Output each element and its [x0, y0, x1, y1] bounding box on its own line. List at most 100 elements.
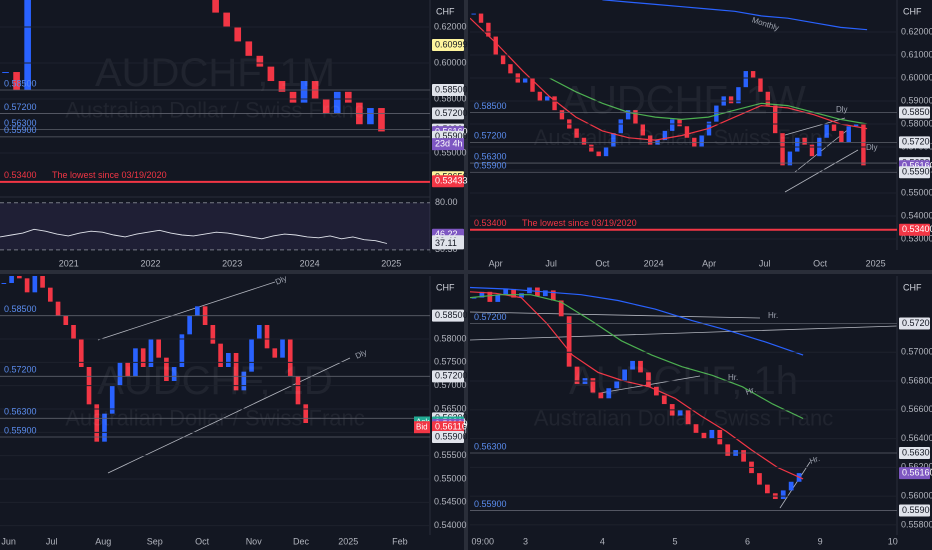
candle	[32, 276, 38, 293]
candle	[2, 72, 9, 74]
candle	[140, 348, 146, 367]
x-tick-label: Feb	[392, 536, 408, 546]
candle	[195, 306, 200, 316]
level-label: 0.57200	[474, 131, 507, 141]
candle	[264, 325, 270, 349]
price-tag	[899, 223, 930, 236]
price-tag-label: 0.56160	[902, 161, 932, 171]
candle	[574, 128, 579, 138]
trend-line	[784, 149, 859, 193]
candle	[662, 130, 668, 141]
level-label: 0.55900	[4, 425, 37, 435]
y-tick-label: 0.53000	[901, 233, 932, 243]
price-tag-label: 37.11	[435, 238, 457, 248]
rsi-line	[0, 228, 388, 244]
level-label: 0.57200	[474, 312, 507, 322]
candle	[603, 146, 609, 157]
candle	[831, 123, 837, 131]
moving-average	[470, 17, 868, 141]
countdown-label: 23d 4h	[435, 139, 463, 149]
price-tag	[432, 107, 464, 120]
currency-label: CHF	[436, 282, 455, 292]
candle	[47, 287, 53, 302]
x-tick-label: 2025	[381, 258, 401, 268]
price-tag-label: 0.57200	[435, 108, 468, 118]
candle	[1, 283, 7, 284]
y-tick-label: 0.61000	[901, 49, 932, 59]
candle	[530, 77, 535, 92]
y-tick-label: 0.57500	[434, 357, 467, 367]
candle	[486, 22, 491, 37]
candle	[471, 13, 476, 15]
x-tick-label: 3	[523, 536, 528, 546]
candle	[780, 490, 786, 500]
candle	[233, 353, 239, 391]
x-tick-label: Oct	[813, 258, 828, 268]
candle	[795, 137, 800, 152]
price-tag	[899, 317, 930, 330]
moving-average	[470, 291, 804, 480]
annotation: Hr.	[744, 385, 757, 397]
level-label: 0.56300	[4, 118, 37, 128]
candle	[522, 77, 528, 83]
price-tag-label: 0.57200	[902, 137, 932, 147]
level-note: The lowest since 03/19/2020	[52, 170, 167, 180]
candle	[717, 429, 723, 445]
x-tick-label: 2024	[644, 258, 664, 268]
price-tag-label: 0.55900	[435, 131, 468, 141]
y-tick-label: 0.57000	[434, 380, 467, 390]
trend-line	[97, 281, 276, 341]
candle	[743, 71, 748, 88]
candle	[78, 339, 84, 367]
y-tick-label: 0.54000	[434, 520, 467, 530]
candle	[542, 290, 548, 297]
candle	[787, 151, 793, 166]
price-tag-label: 0.60999	[435, 39, 468, 49]
candle	[638, 360, 643, 373]
level-label: 0.58500	[4, 78, 37, 88]
level-label: 0.58500	[4, 304, 37, 314]
candle	[278, 81, 286, 92]
level-label: 0.56300	[474, 441, 507, 451]
x-tick-label: 5	[672, 536, 677, 546]
candle	[210, 325, 216, 344]
price-tag	[899, 446, 930, 459]
currency-label: CHF	[903, 6, 922, 16]
y-tick-label: 0.62000	[434, 21, 467, 31]
candle	[333, 91, 341, 114]
candle	[846, 126, 851, 143]
candle	[684, 126, 690, 138]
candle	[699, 135, 704, 147]
x-tick-label: Jul	[46, 536, 58, 546]
candle	[736, 87, 741, 104]
candle	[853, 123, 859, 127]
watermark-subtitle: Australian Dollar / Swiss Franc	[534, 405, 834, 430]
trend-line	[784, 117, 846, 136]
candle	[772, 105, 778, 134]
candle	[179, 334, 185, 367]
candle	[633, 110, 638, 124]
price-tag	[899, 166, 930, 179]
y-tick-label: 0.56500	[434, 403, 467, 413]
y-tick-label: 0.56400	[901, 433, 932, 443]
candle	[471, 297, 477, 299]
candle	[590, 378, 596, 393]
candle	[241, 371, 247, 391]
candle	[640, 123, 646, 136]
y-tick-label: 0.55500	[434, 450, 467, 460]
candle	[117, 362, 123, 386]
rsi-level-label: 80.00	[435, 197, 458, 207]
level-label: 0.53400	[474, 218, 507, 228]
y-tick-label: 0.56200	[901, 462, 932, 472]
price-tag-label: 0.58500	[435, 310, 468, 320]
rsi-band	[0, 202, 430, 250]
candle	[765, 91, 771, 106]
candle	[646, 372, 651, 387]
x-tick-label: Oct	[595, 258, 610, 268]
candle	[598, 392, 604, 399]
x-tick-label: 2025	[338, 536, 358, 546]
candle	[653, 386, 659, 396]
candle	[24, 278, 30, 293]
candle	[714, 105, 719, 122]
